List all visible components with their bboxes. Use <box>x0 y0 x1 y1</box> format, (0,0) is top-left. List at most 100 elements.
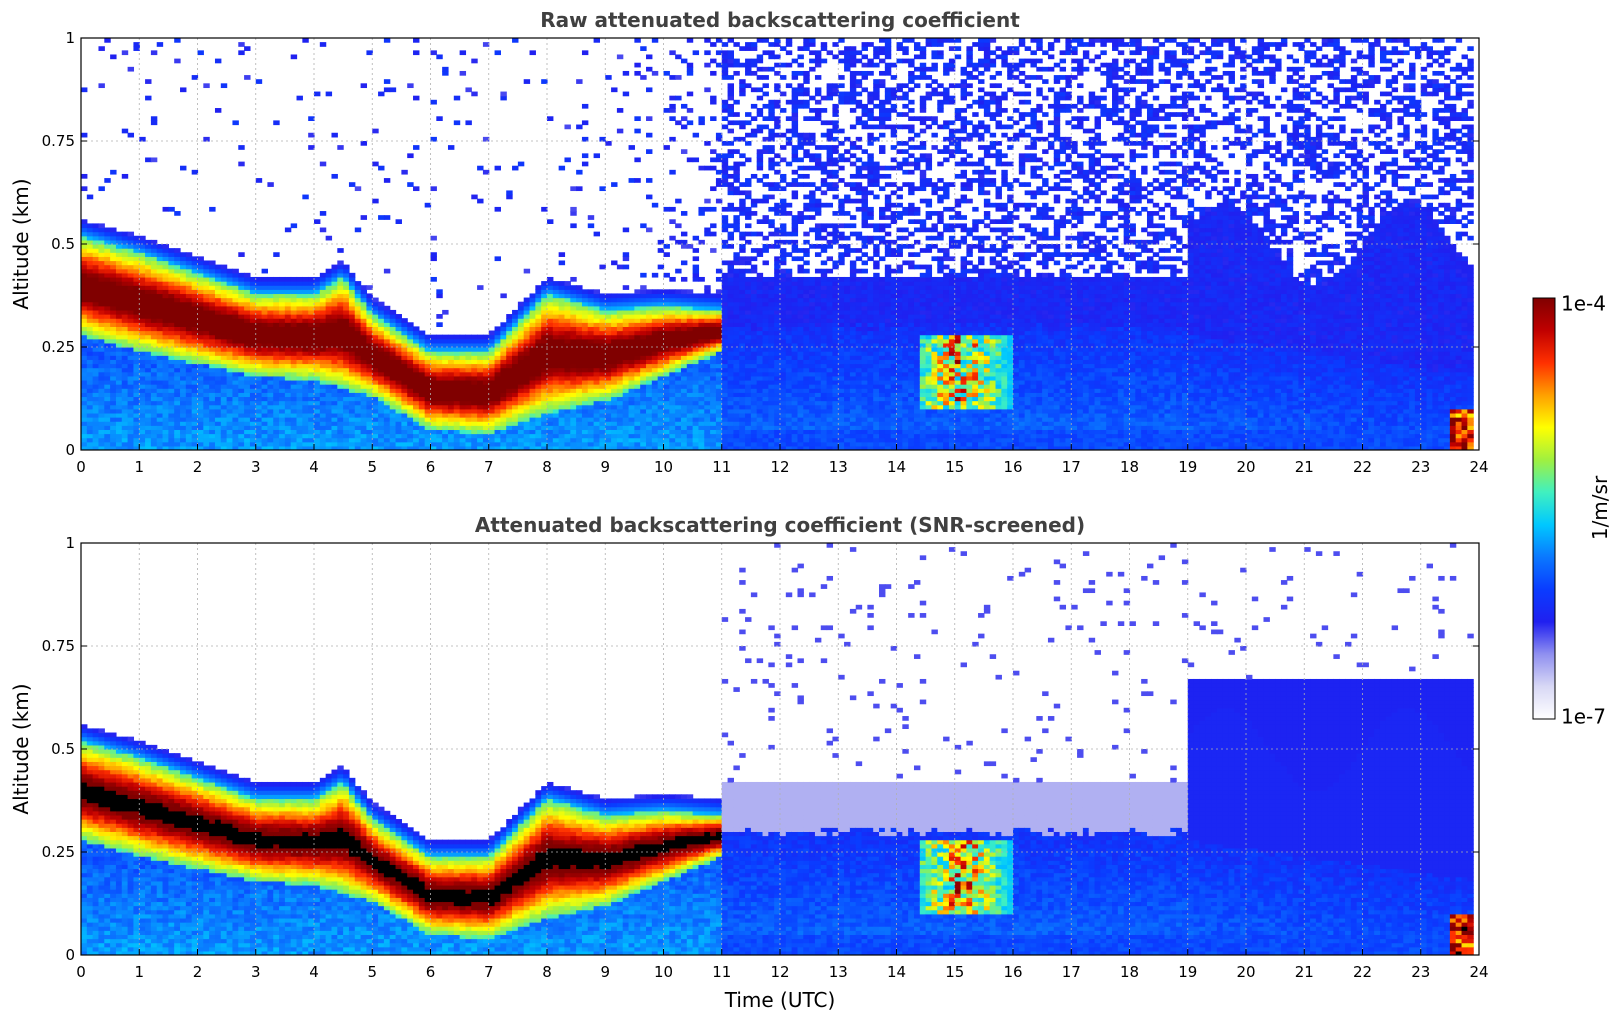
heatmap-cell <box>413 379 420 385</box>
heatmap-cell <box>651 338 659 344</box>
heatmap-cell <box>185 359 193 365</box>
heatmap-cell <box>640 285 647 290</box>
heatmap-cell <box>710 322 717 327</box>
heatmap-cell <box>418 396 426 402</box>
heatmap-cell <box>197 338 204 344</box>
heatmap-cell <box>191 260 199 266</box>
heatmap-cell <box>98 326 105 332</box>
heatmap-cell <box>127 396 135 402</box>
heatmap-cell <box>150 301 158 307</box>
heatmap-cell <box>680 433 688 439</box>
heatmap-cell <box>500 334 507 340</box>
heatmap-cell <box>150 248 158 253</box>
heatmap-cell <box>296 392 303 398</box>
heatmap-cell <box>646 309 653 315</box>
heatmap-cell <box>581 392 589 398</box>
heatmap-cell <box>145 256 152 262</box>
heatmap-cell <box>348 281 356 286</box>
heatmap-cell <box>616 309 624 315</box>
heatmap-cell <box>517 412 525 418</box>
heatmap-cell <box>308 429 315 435</box>
heatmap-cell <box>115 371 123 377</box>
heatmap-cell <box>430 437 437 443</box>
heatmap-cell <box>710 99 717 105</box>
heatmap-cell <box>203 136 210 142</box>
heatmap-cell <box>110 355 117 360</box>
heatmap-cell <box>319 367 327 373</box>
heatmap-cell <box>185 384 193 389</box>
heatmap-cell <box>168 276 175 282</box>
heatmap-cell <box>401 388 408 393</box>
heatmap-cell <box>115 256 123 262</box>
heatmap-cell <box>156 297 164 303</box>
heatmap-cell <box>552 334 560 340</box>
heatmap-cell <box>121 264 129 270</box>
heatmap-cell <box>698 429 705 435</box>
heatmap-cell <box>372 433 379 439</box>
heatmap-cell <box>255 305 263 311</box>
heatmap-cell <box>500 412 507 418</box>
heatmap-cell <box>110 392 117 398</box>
heatmap-cell <box>156 384 164 389</box>
heatmap-cell <box>261 334 268 340</box>
heatmap-cell <box>413 396 420 402</box>
heatmap-cell <box>506 417 513 422</box>
heatmap-cell <box>453 421 461 426</box>
heatmap-cell <box>488 371 496 377</box>
heatmap-cell <box>680 408 688 414</box>
heatmap-cell <box>150 429 158 435</box>
heatmap-cell <box>383 367 391 373</box>
heatmap-cell <box>692 445 700 450</box>
heatmap-cell <box>197 305 204 311</box>
heatmap-cell <box>354 326 362 332</box>
heatmap-cell <box>541 371 548 377</box>
heatmap-cell <box>570 384 577 389</box>
heatmap-cell <box>669 136 676 142</box>
heatmap-cell <box>622 429 630 435</box>
heatmap-cell <box>354 186 362 192</box>
heatmap-cell <box>506 404 513 410</box>
heatmap-cell <box>413 388 420 393</box>
heatmap-cell <box>121 437 129 443</box>
heatmap-cell <box>576 318 583 323</box>
heatmap-cell <box>319 408 327 414</box>
heatmap-cell <box>564 355 571 360</box>
heatmap-cell <box>605 330 612 336</box>
heatmap-cell <box>156 326 164 332</box>
heatmap-cell <box>337 293 344 299</box>
heatmap-cell <box>576 355 583 360</box>
heatmap-cell <box>331 264 338 270</box>
heatmap-cell <box>634 379 641 385</box>
heatmap-cell <box>145 289 152 295</box>
heatmap-cell <box>698 301 705 307</box>
heatmap-cell <box>139 367 146 373</box>
heatmap-cell <box>453 338 461 344</box>
heatmap-cell <box>541 445 548 450</box>
heatmap-cell <box>174 384 181 389</box>
heatmap-cell <box>622 330 630 336</box>
heatmap-cell <box>290 441 298 447</box>
heatmap-cell <box>436 347 443 352</box>
heatmap-cell <box>663 314 670 319</box>
heatmap-cell <box>150 417 158 422</box>
heatmap-cell <box>727 318 734 323</box>
heatmap-cell <box>517 326 525 332</box>
heatmap-cell <box>680 116 688 121</box>
heatmap-cell <box>325 309 333 315</box>
heatmap-cell <box>506 384 513 389</box>
heatmap-cell <box>348 285 356 290</box>
heatmap-cell <box>197 330 204 336</box>
heatmap-cell <box>558 351 566 356</box>
heatmap-cell <box>413 441 420 447</box>
heatmap-cell <box>273 433 280 439</box>
heatmap-cell <box>290 421 298 426</box>
heatmap-cell <box>180 396 187 402</box>
heatmap-cell <box>214 342 222 348</box>
heatmap-cell <box>512 425 519 430</box>
heatmap-cell <box>628 396 635 402</box>
heatmap-cell <box>663 347 670 352</box>
heatmap-cell <box>378 351 385 356</box>
heatmap-cell <box>127 309 135 315</box>
heatmap-cell <box>686 342 694 348</box>
heatmap-cell <box>290 305 298 311</box>
